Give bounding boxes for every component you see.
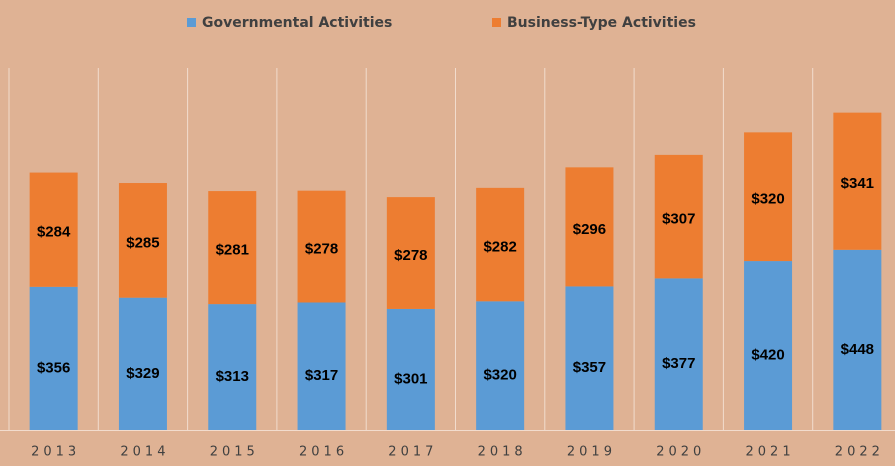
x-tick-label: 2019 [567,445,616,460]
data-label: $320 [751,191,784,208]
legend-swatch [187,18,196,27]
bar-segment [476,301,525,430]
data-label: $284 [37,224,71,241]
data-label: $448 [841,341,874,358]
data-label: $313 [216,368,249,385]
x-tick-label: 2021 [746,445,795,460]
bar-segment [565,167,614,287]
bar-segment [833,249,882,430]
bar-segment [118,183,167,298]
legend-swatch [492,18,501,27]
data-label: $329 [126,365,159,382]
data-label: $307 [662,211,695,228]
data-label: $356 [37,359,70,376]
data-label: $320 [483,367,516,384]
bar-segment [29,172,78,287]
bar-segment [208,304,257,430]
data-label: $278 [394,247,427,264]
data-label: $420 [751,347,784,364]
data-label: $357 [573,359,606,376]
data-label: $282 [483,239,516,256]
bar-segment [297,190,346,303]
x-tick-label: 2018 [478,445,527,460]
x-tick-label: 2017 [388,445,437,460]
bar-segment [833,112,882,250]
data-label: $296 [573,221,606,238]
bar-segment [118,297,167,430]
data-label: $317 [305,367,338,384]
legend-label: Governmental Activities [202,15,392,31]
data-label: $377 [662,355,695,372]
data-label: $301 [394,370,427,387]
x-tick-label: 2022 [835,445,884,460]
bar-segment [565,286,614,430]
x-tick-label: 2015 [210,445,259,460]
bar-segment [744,261,793,430]
bar-segment [386,197,435,309]
x-tick-label: 2016 [299,445,348,460]
bar-segment [208,191,257,305]
bar-segment [476,187,525,302]
data-label: $281 [216,242,249,259]
bar-segment [744,132,793,262]
bar-segment [297,302,346,430]
bar-segment [386,308,435,430]
bar-segment [654,154,703,279]
bar-segment [29,286,78,430]
data-label: $285 [126,234,159,251]
bar-segment [654,278,703,430]
x-tick-label: 2014 [120,445,169,460]
x-tick-label: 2020 [656,445,705,460]
legend-label: Business-Type Activities [507,15,696,31]
data-label: $278 [305,241,338,258]
data-label: $341 [841,175,874,192]
x-tick-label: 2013 [31,445,80,460]
